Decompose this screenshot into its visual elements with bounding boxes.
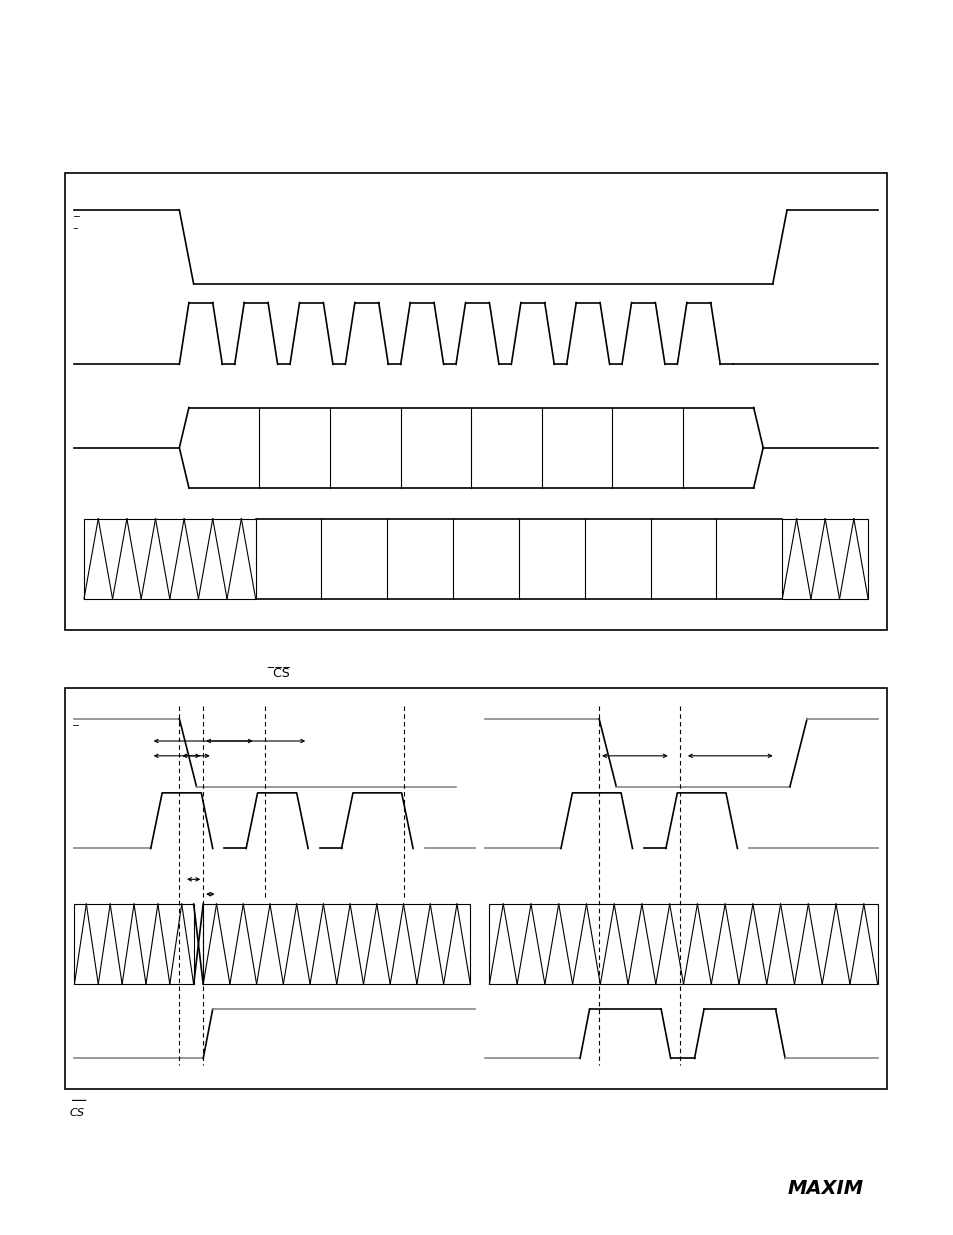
Bar: [65, 173, 886, 630]
Bar: [781, 519, 867, 599]
Text: –: –: [72, 720, 78, 730]
Text: MAXIM: MAXIM: [786, 1178, 862, 1198]
Bar: [74, 904, 193, 984]
Bar: [65, 688, 886, 1089]
Bar: [84, 519, 255, 599]
Text: ̅C̅S̅: ̅C̅S̅: [273, 667, 290, 679]
Text: –: –: [74, 211, 80, 221]
Text: CS: CS: [70, 1108, 85, 1118]
Bar: [489, 904, 877, 984]
Text: –: –: [72, 224, 78, 233]
Bar: [203, 904, 470, 984]
